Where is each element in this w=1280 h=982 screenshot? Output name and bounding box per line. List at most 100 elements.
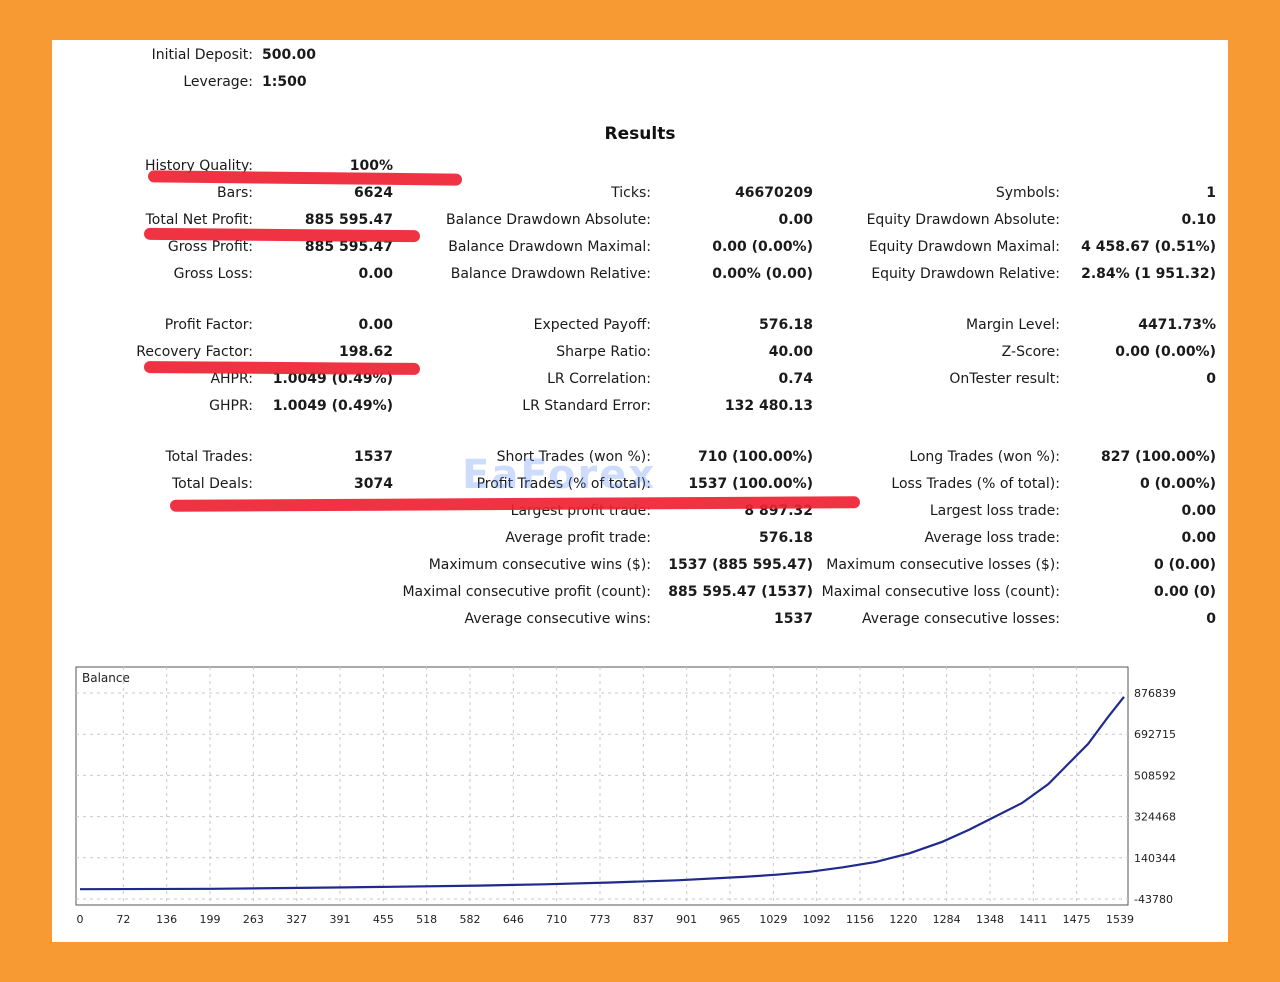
x-tick-label: 1539	[1106, 913, 1134, 926]
col2-value: 132 480.13	[724, 398, 813, 414]
y-tick-label: 324468	[1134, 811, 1176, 824]
col2-label: Balance Drawdown Absolute:	[446, 212, 651, 228]
col3-label: Maximum consecutive losses ($):	[826, 557, 1060, 573]
chart-title: Balance	[82, 671, 130, 685]
col2-value: 1537	[774, 611, 813, 627]
col3-label: Long Trades (won %):	[909, 449, 1060, 465]
col3-value: 1	[1206, 185, 1216, 201]
col1-value: 1537	[354, 449, 393, 465]
col3-label: Largest loss trade:	[929, 503, 1060, 519]
col3-label: Equity Drawdown Relative:	[871, 266, 1060, 282]
col3-label: Average consecutive losses:	[862, 611, 1060, 627]
col2-label: Expected Payoff:	[533, 317, 651, 333]
x-tick-label: 1475	[1063, 913, 1091, 926]
col1-label: Total Deals:	[171, 476, 253, 492]
col3-value: 0.00 (0)	[1154, 584, 1216, 600]
col3-label: Margin Level:	[966, 317, 1060, 333]
results-title: Results	[604, 124, 676, 144]
col1-label: AHPR:	[210, 371, 253, 387]
col3-label: Equity Drawdown Absolute:	[866, 212, 1060, 228]
col2-value: 0.74	[778, 371, 813, 387]
col2-value: 0.00% (0.00)	[712, 266, 813, 282]
col1-label: History Quality:	[145, 158, 253, 174]
x-tick-label: 965	[720, 913, 741, 926]
col2-label: Profit Trades (% of total):	[476, 476, 651, 492]
col2-label: LR Correlation:	[547, 371, 651, 387]
col1-label: Bars:	[217, 185, 253, 201]
col1-value: 6624	[354, 185, 393, 201]
col1-label: GHPR:	[209, 398, 253, 414]
x-tick-label: 263	[243, 913, 264, 926]
col1-label: Gross Profit:	[167, 239, 253, 255]
col3-label: Symbols:	[995, 185, 1060, 201]
col1-value: 1.0049 (0.49%)	[272, 371, 393, 387]
col2-label: Sharpe Ratio:	[556, 344, 651, 360]
col3-value: 0.10	[1181, 212, 1216, 228]
leverage-label: Leverage:	[183, 74, 253, 90]
col2-value: 710 (100.00%)	[698, 449, 813, 465]
watermark: EaForex	[462, 452, 657, 498]
col1-value: 885 595.47	[304, 212, 393, 228]
col2-value: 1537 (100.00%)	[688, 476, 813, 492]
col1-value: 885 595.47	[304, 239, 393, 255]
x-tick-label: 646	[503, 913, 524, 926]
col2-label: Short Trades (won %):	[496, 449, 651, 465]
col2-value: 0.00	[778, 212, 813, 228]
x-tick-label: 72	[116, 913, 130, 926]
col3-value: 0 (0.00%)	[1140, 476, 1216, 492]
col2-label: Maximal consecutive profit (count):	[402, 584, 651, 600]
x-tick-label: 391	[330, 913, 351, 926]
col3-value: 0.00	[1181, 503, 1216, 519]
x-tick-label: 710	[546, 913, 567, 926]
col1-value: 198.62	[338, 344, 393, 360]
x-tick-label: 901	[676, 913, 697, 926]
col1-value: 100%	[349, 158, 393, 174]
col2-label: Balance Drawdown Relative:	[450, 266, 651, 282]
x-tick-label: 0	[77, 913, 84, 926]
col2-label: Average profit trade:	[505, 530, 651, 546]
col3-value: 0.00 (0.00%)	[1115, 344, 1216, 360]
col3-label: Equity Drawdown Maximal:	[868, 239, 1060, 255]
highlight-mark	[147, 170, 463, 186]
y-tick-label: 876839	[1134, 687, 1176, 700]
y-tick-label: 508592	[1134, 769, 1176, 782]
x-tick-label: 1348	[976, 913, 1004, 926]
col1-label: Total Trades:	[165, 449, 254, 465]
leverage-value: 1:500	[262, 74, 307, 90]
col3-value: 4 458.67 (0.51%)	[1081, 239, 1216, 255]
x-tick-label: 199	[200, 913, 221, 926]
col3-label: OnTester result:	[949, 371, 1060, 387]
col1-value: 1.0049 (0.49%)	[272, 398, 393, 414]
col1-label: Total Net Profit:	[145, 212, 253, 228]
col2-label: Balance Drawdown Maximal:	[448, 239, 651, 255]
col1-label: Profit Factor:	[164, 317, 253, 333]
col3-value: 0	[1206, 371, 1216, 387]
initial-deposit-label: Initial Deposit:	[151, 47, 253, 63]
x-tick-label: 773	[590, 913, 611, 926]
initial-deposit-value: 500.00	[262, 47, 317, 63]
x-tick-label: 1220	[889, 913, 917, 926]
x-tick-label: 837	[633, 913, 654, 926]
col3-label: Loss Trades (% of total):	[891, 476, 1060, 492]
x-tick-label: 518	[416, 913, 437, 926]
col3-value: 0	[1206, 611, 1216, 627]
balance-line	[79, 696, 1125, 891]
col3-value: 4471.73%	[1138, 317, 1216, 333]
x-tick-label: 136	[156, 913, 177, 926]
strategy-tester-report: Initial Deposit: 500.00 Leverage: 1:500 …	[52, 40, 1228, 942]
col2-label: LR Standard Error:	[522, 398, 651, 414]
col3-value: 0.00	[1181, 530, 1216, 546]
col3-value: 0 (0.00)	[1154, 557, 1216, 573]
y-tick-label: 140344	[1134, 852, 1176, 865]
plot-area	[75, 666, 1129, 906]
balance-chart: 0 72 136 199 263 327 391 455 518 582 646 710 773 837 9…	[75, 666, 1176, 926]
col2-value: 1537 (885 595.47)	[668, 557, 813, 573]
col1-label: Gross Loss:	[173, 266, 253, 282]
col1-value: 0.00	[358, 317, 393, 333]
col3-label: Maximal consecutive loss (count):	[821, 584, 1060, 600]
col2-value: 885 595.47 (1537)	[668, 584, 813, 600]
col2-value: 576.18	[758, 530, 813, 546]
col2-label: Average consecutive wins:	[464, 611, 651, 627]
col3-label: Z-Score:	[1001, 344, 1060, 360]
x-tick-label: 582	[460, 913, 481, 926]
